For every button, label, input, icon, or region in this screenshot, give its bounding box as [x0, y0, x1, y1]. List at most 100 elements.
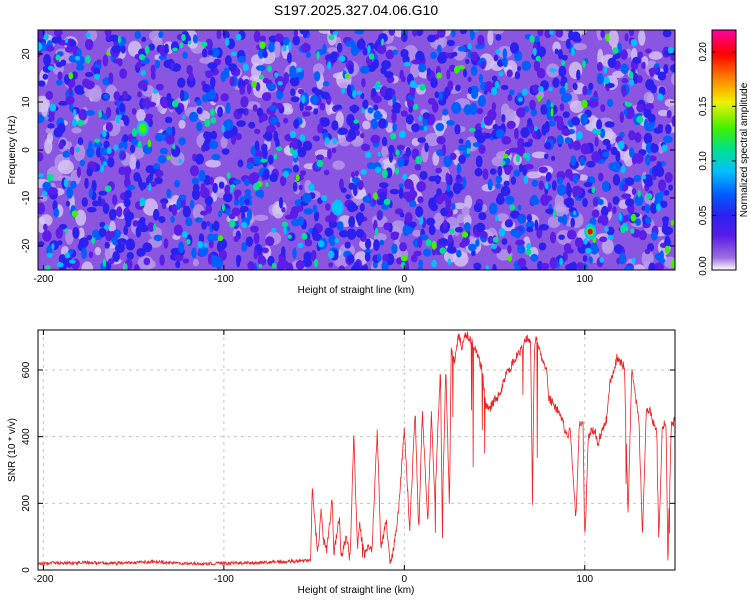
heatmap-cell	[598, 172, 604, 182]
heatmap-cell	[517, 107, 526, 113]
heatmap-cell	[650, 142, 656, 153]
heatmap-cell-highamp	[620, 224, 626, 234]
heatmap-cell	[218, 210, 223, 218]
heatmap-cell-highamp	[425, 239, 432, 247]
heatmap-cell-highamp	[572, 210, 577, 216]
heatmap-cell	[610, 146, 618, 156]
heatmap-cell	[583, 181, 593, 188]
heatmap-cell	[572, 174, 578, 184]
heatmap-cell	[657, 71, 667, 81]
heatmap-cell	[278, 197, 284, 209]
heatmap-cell	[544, 142, 552, 150]
heatmap-cell	[346, 114, 355, 126]
heatmap-cell	[454, 124, 461, 135]
heatmap-cell	[495, 175, 503, 184]
heatmap-cell	[129, 144, 136, 154]
heatmap-cell	[86, 146, 95, 158]
heatmap-cell	[571, 116, 581, 126]
heatmap-cell-highamp	[172, 47, 178, 52]
heatmap-cell-highamp	[124, 263, 128, 270]
heatmap-cell	[416, 181, 426, 192]
heatmap-cell	[63, 74, 70, 85]
heatmap-cell	[533, 61, 539, 70]
heatmap-y-axis: -20 -10 0 10 20	[21, 48, 675, 253]
heatmap-cell-highamp	[64, 252, 71, 259]
heatmap-peak-halo	[331, 199, 344, 216]
heatmap-cell-highamp	[599, 257, 605, 263]
heatmap-cell	[534, 35, 540, 43]
heatmap-cell-lowamp	[132, 146, 145, 159]
heatmap-cell	[137, 91, 142, 98]
heatmap-cell	[596, 119, 603, 131]
heatmap-cell	[191, 188, 201, 200]
heatmap-cell	[648, 262, 656, 270]
heatmap-cell	[330, 51, 338, 63]
heatmap-cell	[501, 58, 508, 65]
heatmap-cell	[186, 64, 193, 75]
heatmap-cell	[644, 203, 650, 214]
heatmap-cell	[397, 157, 405, 168]
heatmap-cell	[389, 188, 400, 195]
heatmap-cell-lowamp	[578, 30, 587, 35]
heatmap-cell	[153, 234, 163, 242]
heatmap-cell-highamp	[299, 134, 306, 142]
heatmap-cell-highamp	[628, 71, 634, 79]
heatmap-cell	[234, 132, 243, 141]
heatmap-cell	[141, 36, 147, 42]
heatmap-cell-highamp	[297, 242, 304, 249]
heatmap-cell	[291, 137, 299, 149]
heatmap-cell	[590, 244, 599, 255]
heatmap-cell-highamp	[548, 86, 553, 92]
heatmap-cell	[283, 117, 289, 124]
heatmap-cell	[212, 233, 219, 241]
heatmap-cell	[150, 165, 155, 177]
heatmap-cell	[555, 30, 564, 38]
heatmap-cell	[357, 180, 364, 191]
heatmap-cell-highamp	[374, 166, 382, 173]
heatmap-cell	[269, 173, 278, 183]
heatmap-cell	[551, 180, 557, 191]
heatmap-cell	[142, 242, 153, 253]
heatmap-cell-highamp	[545, 182, 549, 190]
heatmap-cell	[312, 135, 319, 141]
heatmap-cell	[527, 117, 533, 126]
heatmap-cell-highamp	[283, 225, 287, 235]
heatmap-cell-highamp	[271, 227, 277, 233]
heatmap-cell	[612, 206, 617, 214]
heatmap-cell-lowamp	[612, 70, 625, 78]
heatmap-cell-highamp	[591, 186, 596, 194]
heatmap-cell	[458, 154, 466, 164]
heatmap-cell	[446, 246, 457, 254]
heatmap-cell-highamp	[46, 252, 53, 258]
heatmap-cell	[253, 30, 261, 43]
heatmap-cell	[491, 75, 498, 82]
heatmap-cell	[323, 169, 330, 176]
heatmap-cell	[446, 119, 455, 126]
heatmap-cell	[477, 34, 485, 46]
heatmap-cell-highamp	[221, 125, 225, 133]
heatmap-cell	[145, 176, 150, 186]
heatmap-cell	[459, 30, 468, 35]
heatmap-cell	[292, 247, 297, 259]
heatmap-cell-highamp	[550, 107, 554, 117]
heatmap-cell	[239, 196, 245, 207]
heatmap-cell	[591, 151, 601, 163]
heatmap-cell	[359, 203, 365, 212]
heatmap-cell	[362, 195, 371, 203]
heatmap-cell-highamp	[274, 72, 279, 78]
heatmap-cell	[392, 102, 402, 111]
heatmap-cell-lowamp	[412, 229, 422, 237]
heatmap-cell	[98, 190, 108, 196]
heatmap-cell	[414, 164, 422, 171]
heatmap-cell	[557, 184, 566, 196]
heatmap-cell	[191, 247, 197, 259]
heatmap-cell-highamp	[204, 118, 211, 128]
heatmap-cell	[658, 257, 666, 264]
heatmap-cell	[72, 227, 80, 239]
heatmap-cell	[645, 153, 651, 166]
heatmap-cell	[599, 236, 608, 243]
heatmap-cell	[418, 125, 425, 131]
heatmap-cell-highamp	[106, 146, 112, 155]
heatmap-cell	[78, 109, 88, 121]
